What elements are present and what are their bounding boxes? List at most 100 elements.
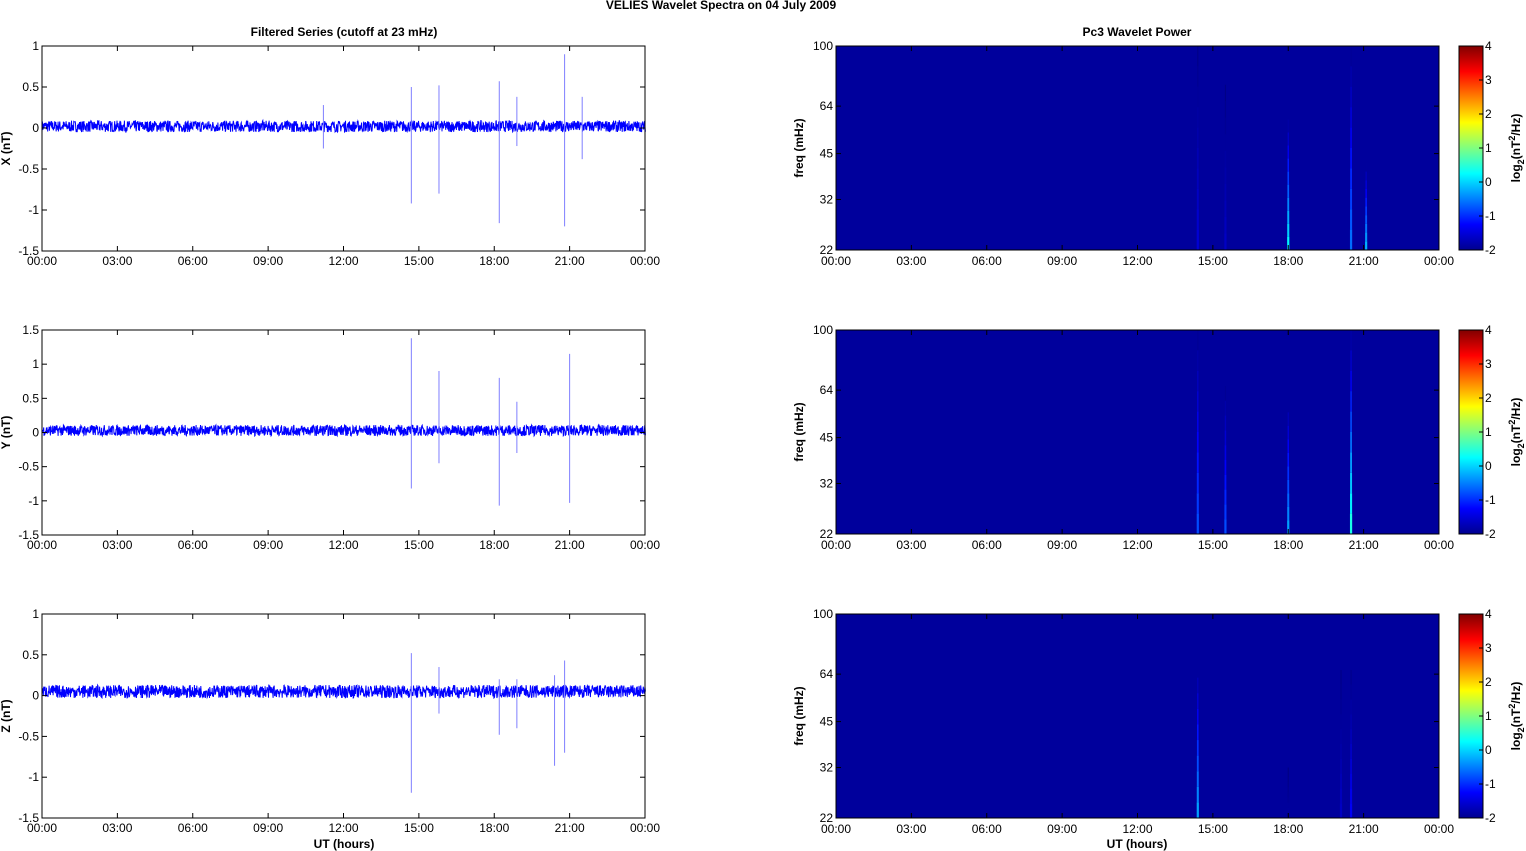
y-tick-label: -1 — [28, 203, 39, 217]
power-streak — [1350, 788, 1353, 804]
right-column-title: Pc3 Wavelet Power — [1083, 25, 1192, 39]
power-streak — [1287, 807, 1290, 813]
x-tick-label: 12:00 — [1122, 822, 1152, 836]
x-tick-label: 12:00 — [328, 538, 358, 552]
freq-tick-label: 22 — [820, 243, 834, 257]
y-tick-label: -1 — [28, 770, 39, 784]
colorbar-tick-label: 2 — [1485, 107, 1492, 121]
x-tick-label: 12:00 — [328, 254, 358, 268]
power-streak — [1196, 472, 1199, 494]
x-tick-label: 00:00 — [27, 538, 57, 552]
power-streak — [1365, 197, 1367, 207]
plot-frame — [41, 45, 646, 252]
x-axis-label-right: UT (hours) — [1107, 837, 1168, 851]
power-streak — [1197, 46, 1199, 67]
power-streak — [1287, 792, 1290, 798]
colorbar-tick-label: 3 — [1485, 357, 1492, 371]
power-streak — [1287, 772, 1289, 778]
power-streak — [1224, 445, 1227, 460]
freq-tick-label: 64 — [820, 99, 834, 113]
y-tick-label: -0.5 — [18, 162, 39, 176]
power-streak — [1287, 802, 1290, 808]
power-streak — [1287, 797, 1290, 803]
power-background — [836, 614, 1439, 818]
power-streak — [1365, 223, 1368, 233]
x-tick-label: 15:00 — [1198, 538, 1228, 552]
power-streak — [1287, 145, 1289, 159]
series-trace — [41, 683, 646, 700]
power-streak — [1350, 330, 1352, 351]
power-streak — [1287, 439, 1289, 453]
left-column-title: Filtered Series (cutoff at 23 mHz) — [251, 25, 438, 39]
x-tick-label: 00:00 — [27, 821, 57, 835]
x-tick-label: 00:00 — [630, 254, 660, 268]
x-tick-label: 06:00 — [178, 254, 208, 268]
x-tick-label: 15:00 — [404, 254, 434, 268]
colorbar-label-part: /Hz) — [1509, 682, 1523, 704]
x-tick-label: 00:00 — [630, 538, 660, 552]
y-tick-label: -1.5 — [18, 528, 39, 542]
freq-tick-label: 100 — [813, 607, 833, 621]
x-tick-label: 06:00 — [972, 822, 1002, 836]
colorbar-tick-label: 0 — [1485, 459, 1492, 473]
series-trace — [41, 118, 646, 134]
colorbar-tick-label: 3 — [1485, 73, 1492, 87]
y-tick-label: 0.5 — [22, 80, 39, 94]
colorbar-label: log2(nT2/Hz) — [1507, 114, 1526, 183]
power-streak — [1224, 400, 1227, 416]
x-tick-label: 09:00 — [1047, 822, 1077, 836]
freq-tick-label: 22 — [820, 527, 834, 541]
freq-tick-label: 64 — [820, 383, 834, 397]
colorbar-label: log2(nT2/Hz) — [1507, 398, 1526, 467]
power-streak — [1287, 493, 1290, 507]
power-streak — [1196, 188, 1199, 210]
power-streak — [1340, 714, 1342, 730]
x-tick-label: 12:00 — [1122, 538, 1152, 552]
power-streak — [1196, 802, 1199, 818]
power-streak — [1350, 209, 1353, 230]
power-streak — [1224, 101, 1227, 118]
freq-axis-label: freq (mHz) — [792, 402, 806, 461]
power-streak — [1365, 241, 1368, 250]
x-tick-label: 03:00 — [102, 821, 132, 835]
colorbar-label-part: 2 — [1507, 420, 1517, 425]
power-streak — [1287, 236, 1290, 250]
x-tick-label: 15:00 — [1198, 254, 1228, 268]
power-streak — [1224, 84, 1226, 102]
power-streak — [1350, 46, 1352, 67]
x-tick-label: 03:00 — [102, 538, 132, 552]
power-streak — [1350, 188, 1353, 210]
y-tick-label: -1 — [28, 494, 39, 508]
x-tick-label: 15:00 — [404, 821, 434, 835]
freq-tick-label: 45 — [820, 147, 834, 161]
y-axis-label: Y (nT) — [0, 416, 13, 450]
colorbar-tick-label: -2 — [1485, 811, 1496, 825]
x-tick-label: 21:00 — [1349, 538, 1379, 552]
freq-tick-label: 64 — [820, 667, 834, 681]
power-streak — [1350, 669, 1352, 685]
power-streak — [1287, 767, 1289, 773]
colorbar-label-part: 2 — [1516, 443, 1526, 448]
x-tick-label: 09:00 — [1047, 254, 1077, 268]
colorbar-tick-label: -2 — [1485, 243, 1496, 257]
colorbar-tick-label: 1 — [1485, 709, 1492, 723]
power-streak — [1287, 132, 1289, 146]
x-tick-label: 09:00 — [253, 821, 283, 835]
power-streak — [1197, 107, 1199, 128]
power-streak — [1224, 150, 1227, 168]
power-streak — [1350, 773, 1353, 789]
figure-title: VELIES Wavelet Spectra on 04 July 2009 — [606, 0, 837, 12]
colorbar-tick-label: 4 — [1485, 39, 1492, 53]
power-streak — [1287, 158, 1289, 172]
x-tick-label: 18:00 — [479, 254, 509, 268]
x-tick-label: 06:00 — [178, 538, 208, 552]
x-tick-label: 12:00 — [1122, 254, 1152, 268]
y-axis-label: X (nT) — [0, 132, 13, 166]
power-streak — [1196, 209, 1199, 230]
power-streak — [1350, 370, 1352, 392]
power-streak — [1287, 425, 1289, 440]
y-component-panel: 1.510.50-0.5-1-1.500:00 03:00 06:00 09:00 12… — [0, 323, 660, 552]
power-streak — [1349, 803, 1353, 818]
power-streak — [1339, 803, 1343, 818]
